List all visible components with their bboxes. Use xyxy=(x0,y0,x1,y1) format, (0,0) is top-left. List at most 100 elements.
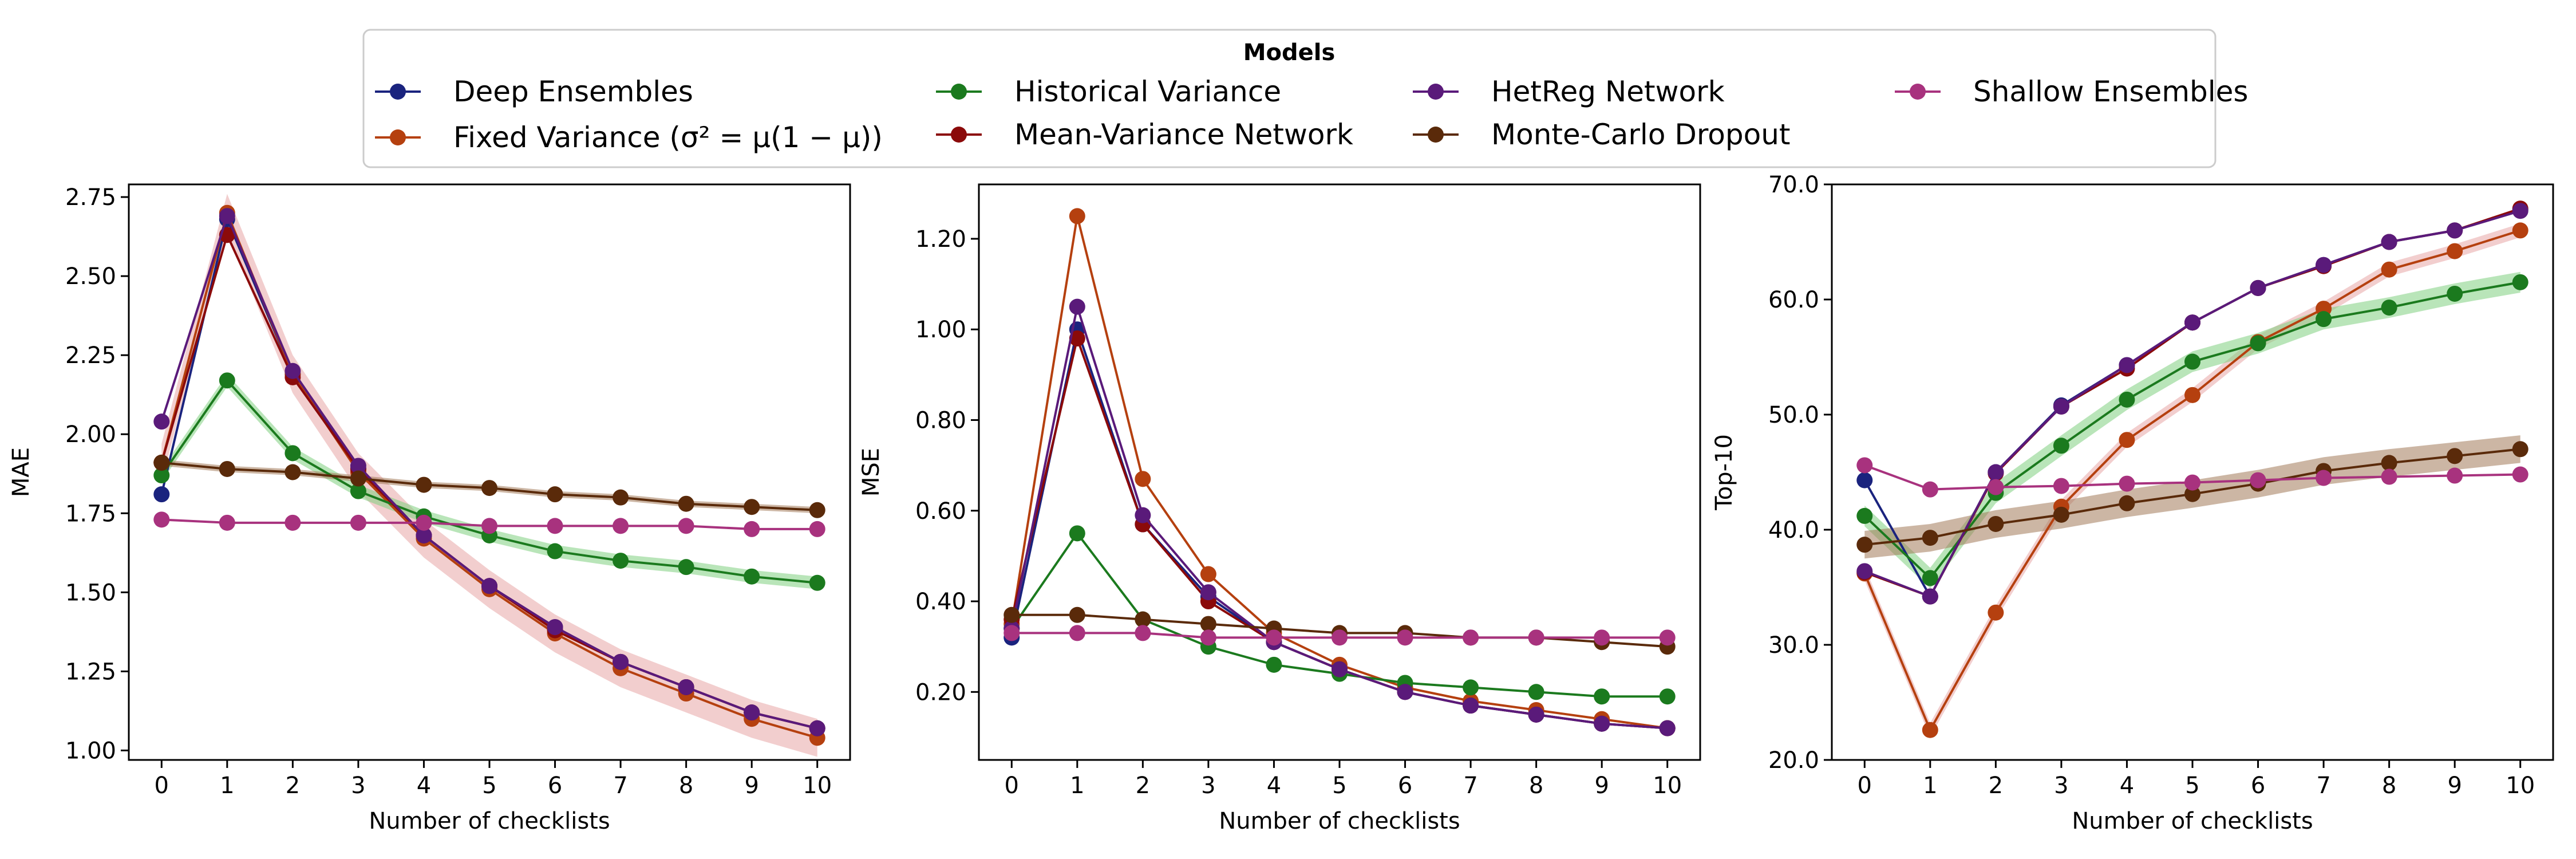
mae-point-shallow-ensembles-3 xyxy=(350,514,366,531)
mse-xtick-label-9: 9 xyxy=(1594,773,1609,799)
mae-ylabel: MAE xyxy=(8,447,34,497)
top10-point-historical-variance-4 xyxy=(2119,391,2135,408)
mae-xtick-label-4: 4 xyxy=(417,773,431,799)
top10-point-shallow-ensembles-9 xyxy=(2447,467,2463,484)
mse-point-shallow-ensembles-3 xyxy=(1200,629,1216,646)
top10-point-shallow-ensembles-10 xyxy=(2512,466,2528,483)
top10-point-fixed-variance-1-1 xyxy=(1922,722,1938,738)
mse-point-monte-carlo-dropout-2 xyxy=(1135,611,1151,628)
top10-point-monte-carlo-dropout-3 xyxy=(2053,506,2069,523)
mse-point-shallow-ensembles-8 xyxy=(1528,629,1544,646)
top10-point-hetreg-network-2 xyxy=(1988,464,2004,480)
mse-point-hetreg-network-7 xyxy=(1463,698,1479,714)
mse-xlabel: Number of checklists xyxy=(1219,808,1460,834)
legend-label-shallow-ensembles: Shallow Ensembles xyxy=(1973,75,2248,108)
top10-point-hetreg-network-8 xyxy=(2381,234,2397,250)
top10-point-shallow-ensembles-3 xyxy=(2053,478,2069,494)
mae-ytick-label-6: 2.50 xyxy=(65,263,116,290)
mse-point-historical-variance-10 xyxy=(1659,688,1676,705)
top10-point-hetreg-network-0 xyxy=(1856,563,1873,580)
legend-marker-shallow-ensembles xyxy=(1910,84,1926,100)
mse-point-historical-variance-4 xyxy=(1266,656,1282,673)
mae-xlabel: Number of checklists xyxy=(369,808,610,834)
legend-marker-hetreg-network xyxy=(1428,84,1444,100)
top10-ytick-label-2: 40.0 xyxy=(1768,517,1819,543)
mse-xtick-label-0: 0 xyxy=(1005,773,1019,799)
top10-xtick-label-4: 4 xyxy=(2120,773,2134,799)
mae-point-shallow-ensembles-2 xyxy=(285,514,301,531)
legend-label-historical-variance: Historical Variance xyxy=(1014,75,1281,108)
legend-label-fixed-variance: Fixed Variance (σ² = μ(1 − μ)) xyxy=(453,121,883,154)
mse-line-fixed-variance-1 xyxy=(1010,215,1668,730)
mse-point-hetreg-network-2 xyxy=(1135,507,1151,523)
mae-point-shallow-ensembles-10 xyxy=(809,521,825,537)
mae-point-historical-variance-2 xyxy=(285,445,301,462)
top10-point-historical-variance-10 xyxy=(2512,274,2528,290)
top10-point-hetreg-network-5 xyxy=(2184,314,2200,331)
mse-xtick-label-2: 2 xyxy=(1136,773,1150,799)
legend-entry-mean-variance-network: Mean-Variance Network xyxy=(936,118,1353,151)
mse-point-hetreg-network-5 xyxy=(1332,661,1348,677)
mse-point-shallow-ensembles-6 xyxy=(1397,629,1413,646)
mae-point-monte-carlo-dropout-1 xyxy=(219,460,235,477)
mse-ytick-label-2: 0.60 xyxy=(915,498,966,525)
mse-point-monte-carlo-dropout-3 xyxy=(1200,616,1216,632)
mse-point-historical-variance-8 xyxy=(1528,684,1544,700)
mae-xtick-label-7: 7 xyxy=(613,773,627,799)
top10-point-shallow-ensembles-1 xyxy=(1922,481,1938,498)
mae-point-shallow-ensembles-9 xyxy=(744,521,760,537)
mse-point-historical-variance-1 xyxy=(1069,525,1085,542)
top10-point-deep-ensembles-0 xyxy=(1856,472,1873,488)
mae-xtick-label-2: 2 xyxy=(286,773,300,799)
mse-ytick-label-3: 0.80 xyxy=(915,407,966,434)
mse-xtick-label-6: 6 xyxy=(1398,773,1412,799)
top10-point-monte-carlo-dropout-5 xyxy=(2184,486,2200,502)
legend-marker-fixed-variance xyxy=(390,129,406,145)
mae-point-hetreg-network-2 xyxy=(285,362,301,379)
mse-xtick-label-1: 1 xyxy=(1070,773,1084,799)
top10-point-shallow-ensembles-8 xyxy=(2381,468,2397,485)
mse-xtick-label-8: 8 xyxy=(1529,773,1543,799)
mae-xtick-label-9: 9 xyxy=(744,773,758,799)
mae-ytick-label-1: 1.25 xyxy=(65,659,116,685)
top10-point-shallow-ensembles-0 xyxy=(1856,457,1873,474)
mse-ytick-label-5: 1.20 xyxy=(915,226,966,253)
mse-ytick-label-0: 0.20 xyxy=(915,679,966,706)
mae-point-historical-variance-1 xyxy=(219,372,235,389)
mae-point-hetreg-network-7 xyxy=(613,653,629,670)
top10-point-shallow-ensembles-5 xyxy=(2184,474,2200,491)
top10-point-fixed-variance-1-2 xyxy=(1988,604,2004,621)
top10-point-hetreg-network-4 xyxy=(2119,357,2135,373)
top10-xtick-label-7: 7 xyxy=(2316,773,2330,799)
mae-ytick-label-0: 1.00 xyxy=(65,738,116,764)
mse-xtick-label-5: 5 xyxy=(1332,773,1346,799)
mae-xtick-label-10: 10 xyxy=(803,773,832,799)
top10-point-monte-carlo-dropout-4 xyxy=(2119,495,2135,511)
mae-point-shallow-ensembles-1 xyxy=(219,514,235,531)
mse-point-fixed-variance-1-1 xyxy=(1069,208,1085,224)
top10-point-shallow-ensembles-4 xyxy=(2119,475,2135,492)
top10-xtick-label-3: 3 xyxy=(2054,773,2068,799)
legend-entry-monte-carlo-dropout: Monte-Carlo Dropout xyxy=(1413,118,1791,151)
mae-band-fixed-variance-1 xyxy=(161,194,817,757)
top10-xtick-label-1: 1 xyxy=(1923,773,1937,799)
mae-point-hetreg-network-9 xyxy=(744,704,760,721)
top10-ytick-label-1: 30.0 xyxy=(1768,632,1819,659)
legend-frame xyxy=(362,29,2217,168)
mae-point-monte-carlo-dropout-6 xyxy=(547,486,563,503)
mse-point-fixed-variance-1-2 xyxy=(1135,471,1151,487)
mae-point-hetreg-network-8 xyxy=(678,679,694,695)
top10-point-historical-variance-9 xyxy=(2447,285,2463,302)
top10-ytick-label-0: 20.0 xyxy=(1768,747,1819,774)
mae-ytick-label-4: 2.00 xyxy=(65,421,116,448)
top10-point-monte-carlo-dropout-0 xyxy=(1856,537,1873,553)
mse-panel: 0 1 2 3 4 5 6 7 8 9 10 0.20 0.40 0.60 0.80 1.00 1.20 Numb… xyxy=(858,183,1701,834)
top10-xtick-label-0: 0 xyxy=(1858,773,1872,799)
mae-point-shallow-ensembles-8 xyxy=(678,518,694,534)
mae-xtick-label-5: 5 xyxy=(482,773,496,799)
mae-point-deep-ensembles-0 xyxy=(153,486,170,503)
mae-point-hetreg-network-3 xyxy=(350,458,366,474)
legend-entry-fixed-variance: Fixed Variance (σ² = μ(1 − μ)) xyxy=(375,121,883,154)
mae-point-shallow-ensembles-0 xyxy=(153,511,170,528)
mae-point-monte-carlo-dropout-0 xyxy=(153,454,170,471)
